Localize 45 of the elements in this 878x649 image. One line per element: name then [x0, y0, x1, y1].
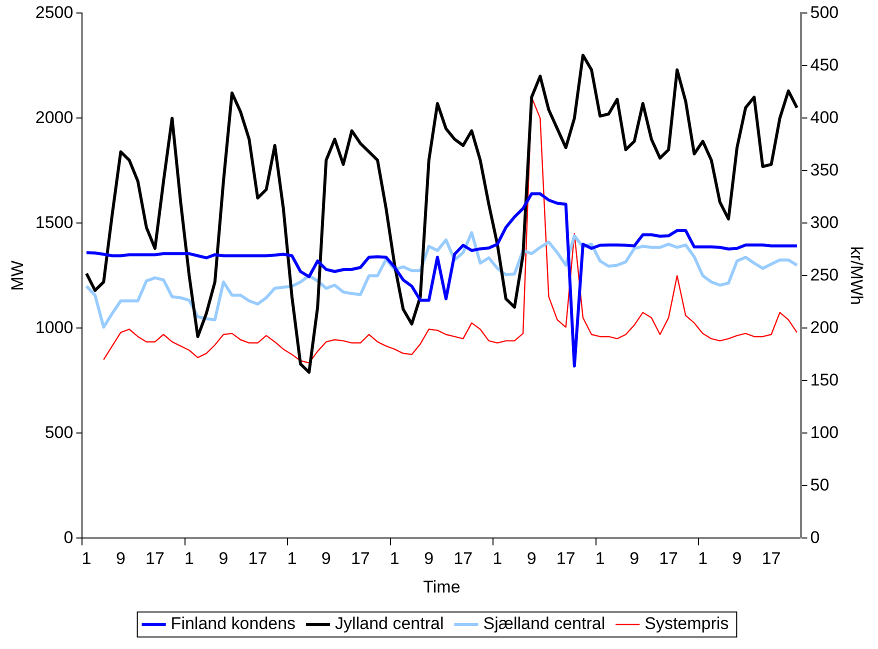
y-tick-label: 2000 [35, 108, 74, 127]
x-tick-label: 17 [146, 549, 164, 568]
y-tick-label: 1500 [35, 212, 74, 232]
x-tick-label: 17 [248, 549, 268, 568]
y2-tick-label: 250 [810, 265, 839, 284]
x-tick-label: 17 [556, 549, 576, 568]
x-tick-label: 9 [424, 549, 434, 568]
y2-tick-label: 350 [810, 160, 839, 180]
x-tick-label: 17 [762, 549, 781, 568]
legend-label: Finland kondens [170, 614, 296, 634]
x-tick-label: 1 [82, 549, 92, 568]
y-tick-label: 1000 [35, 318, 74, 337]
x-tick-label: 1 [698, 549, 708, 568]
y2-tick-label: 100 [810, 422, 839, 442]
y2-tick-label: 150 [810, 370, 839, 390]
y2-tick-label: 400 [810, 108, 839, 127]
y-axis-title: MW [8, 260, 27, 291]
y2-tick-label: 0 [810, 528, 820, 547]
x-tick-label: 9 [116, 549, 126, 568]
x-tick-label: 1 [595, 549, 605, 568]
y2-tick-label: 50 [810, 475, 830, 494]
x-tick-label: 17 [454, 549, 473, 568]
x-tick-label: 1 [492, 549, 502, 568]
legend-label: Jylland central [335, 614, 444, 634]
y2-tick-label: 300 [810, 212, 839, 232]
x-tick-label: 9 [732, 549, 742, 568]
y2-tick-label: 500 [810, 2, 839, 22]
x-tick-label: 17 [350, 549, 370, 568]
x-tick-label: 1 [390, 549, 400, 568]
y-tick-label: 500 [44, 422, 74, 442]
x-tick-label: 9 [526, 549, 536, 568]
x-tick-label: 17 [659, 549, 678, 568]
x-tick-label: 9 [630, 549, 640, 568]
y2-tick-label: 450 [810, 55, 839, 74]
y2-tick-label: 200 [810, 318, 839, 337]
x-tick-label: 1 [287, 549, 297, 568]
x-tick-label: 1 [184, 549, 194, 568]
legend-label: Systempris [644, 614, 729, 634]
legend-label: Sjælland central [483, 614, 606, 634]
x-axis-title: Time [423, 577, 460, 596]
y2-axis-title: kr/MWh [847, 246, 866, 305]
y-tick-label: 2500 [35, 2, 74, 22]
y-tick-label: 0 [64, 528, 74, 547]
x-tick-label: 9 [218, 549, 228, 568]
x-tick-label: 9 [321, 549, 331, 568]
